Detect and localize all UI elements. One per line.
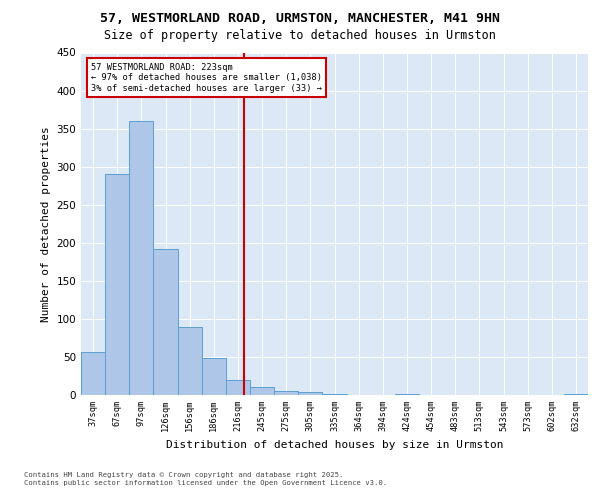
Text: 57 WESTMORLAND ROAD: 223sqm
← 97% of detached houses are smaller (1,038)
3% of s: 57 WESTMORLAND ROAD: 223sqm ← 97% of det…	[91, 63, 322, 92]
Bar	[202, 358, 226, 395]
Bar	[322, 394, 347, 395]
X-axis label: Distribution of detached houses by size in Urmston: Distribution of detached houses by size …	[166, 440, 503, 450]
Bar	[226, 380, 250, 395]
Bar	[250, 388, 274, 395]
Bar	[81, 352, 105, 395]
Bar	[154, 249, 178, 395]
Text: Size of property relative to detached houses in Urmston: Size of property relative to detached ho…	[104, 29, 496, 42]
Bar	[395, 394, 419, 395]
Bar	[178, 326, 202, 395]
Text: Contains HM Land Registry data © Crown copyright and database right 2025.
Contai: Contains HM Land Registry data © Crown c…	[24, 472, 387, 486]
Bar	[298, 392, 322, 395]
Bar	[105, 174, 129, 395]
Y-axis label: Number of detached properties: Number of detached properties	[41, 126, 51, 322]
Text: 57, WESTMORLAND ROAD, URMSTON, MANCHESTER, M41 9HN: 57, WESTMORLAND ROAD, URMSTON, MANCHESTE…	[100, 12, 500, 26]
Bar	[129, 121, 154, 395]
Bar	[564, 394, 588, 395]
Bar	[274, 391, 298, 395]
